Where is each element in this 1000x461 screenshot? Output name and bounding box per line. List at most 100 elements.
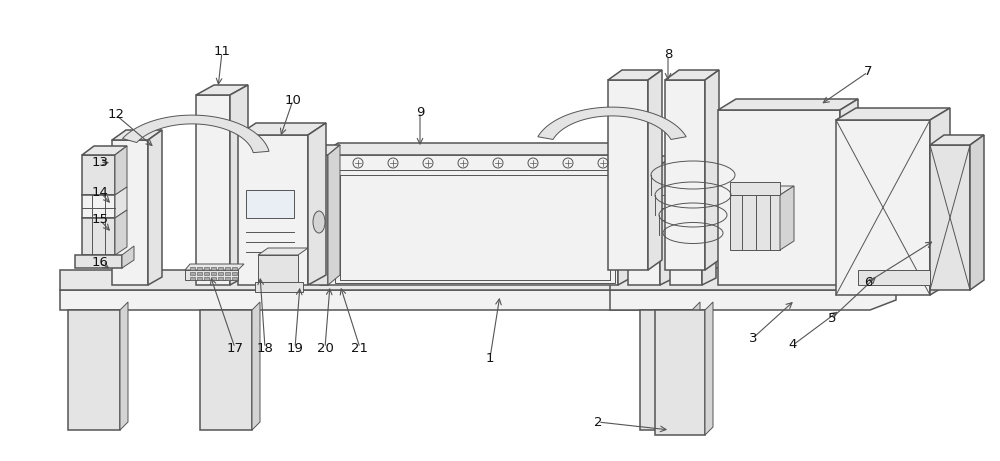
Polygon shape <box>660 156 674 285</box>
Polygon shape <box>930 135 984 145</box>
Polygon shape <box>82 155 115 195</box>
Polygon shape <box>112 140 148 285</box>
Bar <box>246 190 294 218</box>
Polygon shape <box>328 145 340 285</box>
Polygon shape <box>730 195 780 250</box>
Bar <box>190 267 195 270</box>
Polygon shape <box>618 143 636 285</box>
Polygon shape <box>670 165 702 285</box>
Text: 11: 11 <box>214 46 230 59</box>
Polygon shape <box>196 85 248 95</box>
Polygon shape <box>970 135 984 290</box>
Bar <box>204 267 209 270</box>
Polygon shape <box>730 186 794 195</box>
Polygon shape <box>148 130 162 285</box>
Text: 17: 17 <box>226 342 244 355</box>
Polygon shape <box>238 135 308 285</box>
Bar <box>204 272 209 275</box>
Polygon shape <box>82 218 115 255</box>
Polygon shape <box>705 70 719 270</box>
Polygon shape <box>628 156 674 165</box>
Polygon shape <box>82 146 127 155</box>
Polygon shape <box>670 156 716 165</box>
Polygon shape <box>196 95 230 285</box>
Bar <box>225 272 230 275</box>
Polygon shape <box>780 186 794 250</box>
Polygon shape <box>258 248 308 255</box>
Text: 5: 5 <box>828 312 836 325</box>
Text: 21: 21 <box>352 342 368 355</box>
Text: 3: 3 <box>749 331 757 344</box>
Polygon shape <box>608 80 648 270</box>
Polygon shape <box>120 302 128 430</box>
Text: 13: 13 <box>92 155 108 169</box>
Polygon shape <box>115 187 127 218</box>
Polygon shape <box>676 187 688 220</box>
Text: 8: 8 <box>664 48 672 61</box>
Polygon shape <box>618 195 634 220</box>
Polygon shape <box>858 270 930 285</box>
Polygon shape <box>75 255 122 268</box>
Polygon shape <box>610 278 896 310</box>
Bar <box>190 272 195 275</box>
Polygon shape <box>252 302 260 430</box>
Polygon shape <box>310 155 328 285</box>
Bar <box>232 272 237 275</box>
Polygon shape <box>68 310 120 430</box>
Bar <box>190 277 195 280</box>
Polygon shape <box>840 99 858 285</box>
Polygon shape <box>320 155 618 285</box>
Polygon shape <box>185 270 238 280</box>
Polygon shape <box>258 255 298 285</box>
Bar <box>197 267 202 270</box>
Text: 4: 4 <box>789 338 797 351</box>
Polygon shape <box>836 120 930 295</box>
Bar <box>197 277 202 280</box>
Polygon shape <box>930 145 970 290</box>
Ellipse shape <box>313 211 325 233</box>
Text: 2: 2 <box>594 415 602 429</box>
Polygon shape <box>705 302 713 435</box>
Bar <box>225 277 230 280</box>
Bar <box>211 272 216 275</box>
Text: 1: 1 <box>486 351 494 365</box>
Polygon shape <box>115 210 127 255</box>
Polygon shape <box>185 264 244 270</box>
Text: 20: 20 <box>317 342 333 355</box>
Polygon shape <box>255 282 303 292</box>
Polygon shape <box>60 280 728 310</box>
Polygon shape <box>112 130 162 140</box>
Polygon shape <box>122 246 134 268</box>
Polygon shape <box>608 70 662 80</box>
Polygon shape <box>200 310 252 430</box>
Polygon shape <box>308 123 326 285</box>
Polygon shape <box>335 170 615 283</box>
Bar <box>232 277 237 280</box>
Text: 15: 15 <box>92 213 108 226</box>
Bar <box>218 267 223 270</box>
Text: 10: 10 <box>285 94 301 106</box>
Text: 18: 18 <box>257 342 273 355</box>
Polygon shape <box>730 182 780 195</box>
Bar <box>197 272 202 275</box>
Bar <box>225 267 230 270</box>
Polygon shape <box>238 123 326 135</box>
Text: 7: 7 <box>864 65 872 78</box>
Polygon shape <box>60 270 728 290</box>
Text: 12: 12 <box>108 108 124 122</box>
Polygon shape <box>538 107 686 140</box>
Polygon shape <box>665 70 719 80</box>
Bar <box>232 267 237 270</box>
Bar <box>218 277 223 280</box>
Bar <box>211 277 216 280</box>
Text: 16: 16 <box>92 256 108 270</box>
Text: 6: 6 <box>864 276 872 289</box>
Polygon shape <box>115 146 127 195</box>
Polygon shape <box>702 156 716 285</box>
Text: 14: 14 <box>92 185 108 199</box>
Polygon shape <box>82 195 115 218</box>
Bar <box>211 267 216 270</box>
Polygon shape <box>718 110 840 285</box>
Polygon shape <box>310 145 340 155</box>
Polygon shape <box>692 302 700 430</box>
